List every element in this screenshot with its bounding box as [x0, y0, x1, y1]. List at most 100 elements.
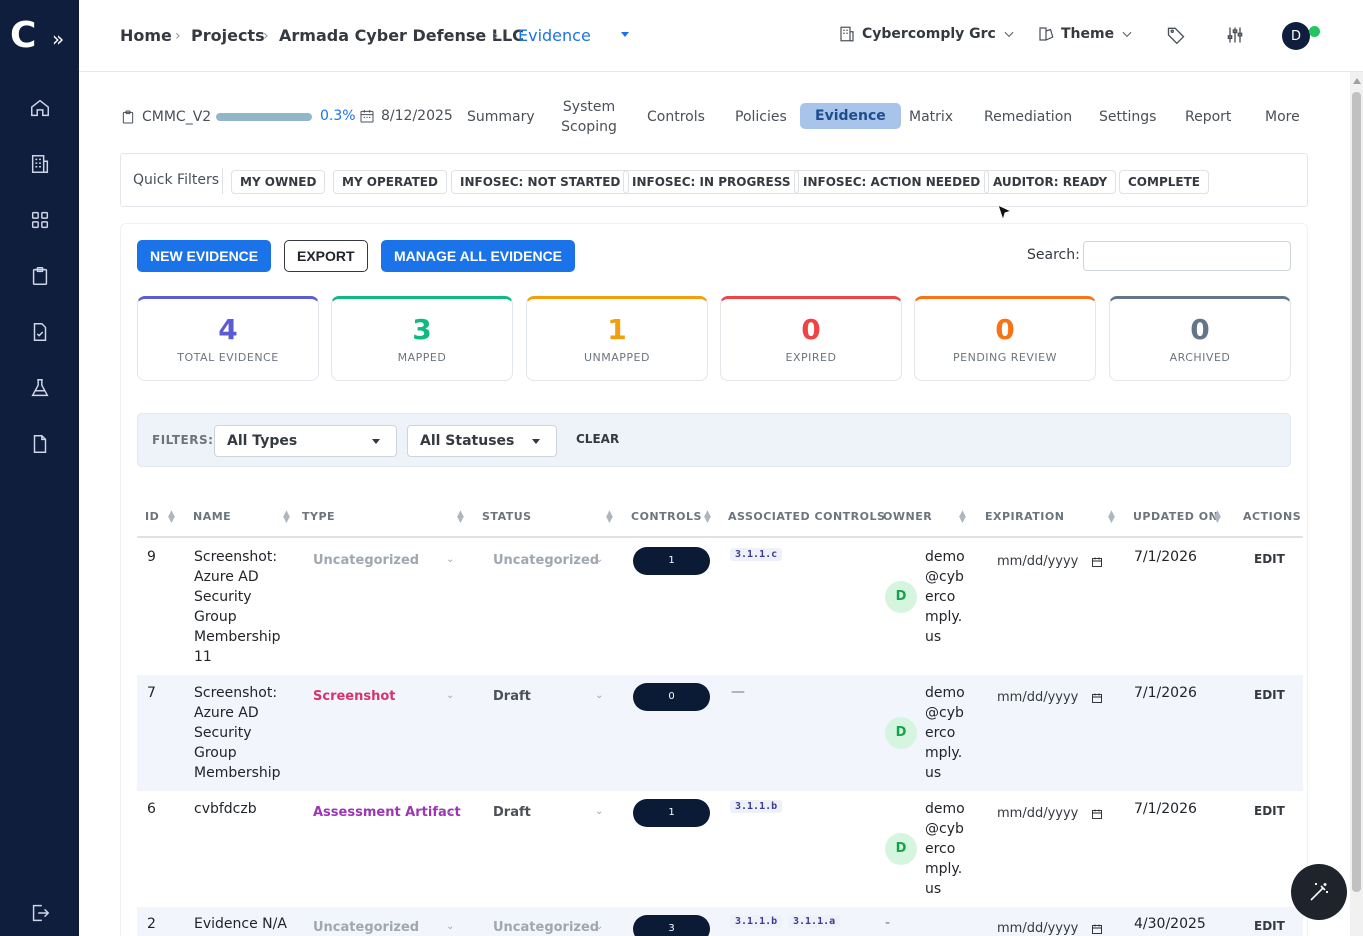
scroll-up-icon[interactable] [1353, 78, 1361, 84]
tab-summary[interactable]: Summary [467, 109, 535, 125]
sort-icon[interactable]: ▲ ▼ [606, 509, 613, 525]
home-icon[interactable] [27, 95, 53, 121]
sort-icon[interactable]: ▲ ▼ [168, 509, 175, 525]
tab-system-scoping[interactable]: System Scoping [561, 99, 617, 135]
grid-icon[interactable] [27, 207, 53, 233]
new-evidence-button[interactable]: NEW EVIDENCE [137, 240, 272, 272]
calendar-icon[interactable] [1091, 923, 1103, 935]
row-type-select[interactable]: Assessment Artifact [313, 805, 461, 820]
quick-filter-complete[interactable]: COMPLETE [1119, 170, 1209, 194]
row-status-select[interactable]: Uncategorized [493, 553, 600, 568]
chevron-down-icon[interactable]: ⌄ [446, 554, 455, 565]
associated-control-tag[interactable]: 3.1.1.b [730, 800, 783, 813]
sort-icon[interactable]: ▲ ▼ [1108, 509, 1115, 525]
clear-filters-button[interactable]: CLEAR [576, 432, 620, 446]
chevron-down-icon[interactable]: ⌄ [595, 806, 604, 817]
tab-remediation[interactable]: Remediation [984, 109, 1073, 125]
column-header-expiration[interactable]: EXPIRATION [985, 510, 1065, 523]
sort-icon[interactable]: ▲ ▼ [283, 509, 290, 525]
column-header-type[interactable]: TYPE [302, 510, 336, 523]
breadcrumb-dropdown-icon[interactable] [621, 32, 629, 37]
row-status-select[interactable]: Draft [493, 805, 531, 820]
row-name[interactable]: Screenshot: Azure AD Security Group Memb… [194, 549, 281, 665]
row-type-select[interactable]: Screenshot [313, 689, 396, 704]
expiration-date-input[interactable]: mm/dd/yyyy [997, 690, 1079, 705]
breadcrumb-active[interactable]: Evidence [518, 26, 591, 45]
calendar-icon[interactable] [1091, 556, 1103, 568]
quick-filter-infosec-not-started[interactable]: INFOSEC: NOT STARTED [451, 170, 630, 194]
sliders-icon[interactable] [1225, 25, 1245, 45]
clipboard-icon[interactable] [27, 263, 53, 289]
row-type-select[interactable]: Uncategorized [313, 920, 420, 935]
expiration-date-input[interactable]: mm/dd/yyyy [997, 554, 1079, 569]
chevron-down-icon[interactable]: ⌄ [446, 690, 455, 701]
row-name[interactable]: Screenshot: Azure AD Security Group Memb… [194, 685, 281, 781]
column-header-controls[interactable]: CONTROLS [631, 510, 702, 523]
breadcrumb-home[interactable]: Home [120, 26, 172, 45]
table-row[interactable]: 6 cvbfdczb Assessment Artifact ⌄ Draft ⌄… [137, 791, 1303, 907]
tab-controls[interactable]: Controls [647, 109, 705, 125]
column-header-id[interactable]: ID [145, 510, 160, 523]
quick-filter-my-operated[interactable]: MY OPERATED [333, 170, 447, 194]
magic-wand-button[interactable] [1291, 864, 1347, 920]
page-scrollbar[interactable] [1350, 72, 1363, 936]
controls-count-pill[interactable]: 3 [633, 915, 710, 936]
calendar-icon[interactable] [1091, 692, 1103, 704]
breadcrumb-project[interactable]: Armada Cyber Defense LLC [279, 26, 524, 45]
chevron-down-icon[interactable]: ⌄ [595, 690, 604, 701]
tab-settings[interactable]: Settings [1099, 109, 1157, 125]
tab-report[interactable]: Report [1185, 109, 1232, 125]
quick-filter-auditor-ready[interactable]: AUDITOR: READY [984, 170, 1117, 194]
org-selector[interactable]: Cybercomply Grc [838, 25, 1016, 43]
edit-button[interactable]: EDIT [1254, 552, 1285, 566]
type-filter-select[interactable]: All Types [214, 425, 397, 457]
row-status-select[interactable]: Uncategorized [493, 920, 600, 935]
expiration-date-input[interactable]: mm/dd/yyyy [997, 806, 1079, 821]
tab-policies[interactable]: Policies [735, 109, 787, 125]
search-input[interactable] [1083, 241, 1291, 271]
controls-count-pill[interactable]: 0 [633, 683, 710, 711]
sort-icon[interactable]: ▲ ▼ [959, 509, 966, 525]
chevron-down-icon[interactable]: ⌄ [446, 921, 455, 932]
sort-icon[interactable]: ▲ ▼ [1214, 509, 1221, 525]
edit-button[interactable]: EDIT [1254, 688, 1285, 702]
flask-icon[interactable] [27, 375, 53, 401]
associated-control-tag[interactable]: 3.1.1.a [788, 915, 841, 928]
row-name[interactable]: cvbfdczb [194, 801, 257, 817]
column-header-status[interactable]: STATUS [482, 510, 532, 523]
column-header-updated-on[interactable]: UPDATED ON [1133, 510, 1219, 523]
table-row[interactable]: 9 Screenshot: Azure AD Security Group Me… [137, 538, 1303, 675]
status-filter-select[interactable]: All Statuses [407, 425, 557, 457]
tab-more[interactable]: More [1265, 109, 1300, 125]
associated-control-tag[interactable]: 3.1.1.b [730, 915, 783, 928]
building-icon[interactable] [27, 151, 53, 177]
associated-control-tag[interactable]: 3.1.1.c [730, 548, 783, 561]
file-icon[interactable] [27, 431, 53, 457]
table-row[interactable]: 2 Evidence N/A Uncategorized ⌄ Uncategor… [137, 907, 1303, 936]
controls-count-pill[interactable]: 1 [633, 547, 710, 575]
quick-filter-infosec-action-needed[interactable]: INFOSEC: ACTION NEEDED [794, 170, 990, 194]
tag-icon[interactable] [1166, 25, 1186, 45]
expiration-date-input[interactable]: mm/dd/yyyy [997, 921, 1079, 936]
sort-icon[interactable]: ▲ ▼ [704, 509, 711, 525]
chevron-down-icon[interactable]: ⌄ [446, 806, 455, 817]
row-status-select[interactable]: Draft [493, 689, 531, 704]
export-button[interactable]: EXPORT [284, 240, 368, 272]
tab-evidence[interactable]: Evidence [800, 103, 901, 129]
row-name[interactable]: Evidence N/A [194, 916, 287, 932]
column-header-owner[interactable]: OWNER [883, 510, 933, 523]
user-avatar[interactable]: D [1282, 22, 1310, 50]
quick-filter-my-owned[interactable]: MY OWNED [231, 170, 326, 194]
breadcrumb-projects[interactable]: Projects [191, 26, 265, 45]
file-check-icon[interactable] [27, 319, 53, 345]
edit-button[interactable]: EDIT [1254, 919, 1285, 933]
theme-selector[interactable]: Theme [1037, 25, 1134, 43]
column-header-name[interactable]: NAME [193, 510, 232, 523]
chevron-down-icon[interactable]: ⌄ [595, 921, 604, 932]
edit-button[interactable]: EDIT [1254, 804, 1285, 818]
controls-count-pill[interactable]: 1 [633, 799, 710, 827]
app-logo[interactable]: C [10, 15, 37, 56]
tab-matrix[interactable]: Matrix [909, 109, 954, 125]
logout-icon[interactable] [27, 900, 53, 926]
table-row[interactable]: 7 Screenshot: Azure AD Security Group Me… [137, 675, 1303, 791]
